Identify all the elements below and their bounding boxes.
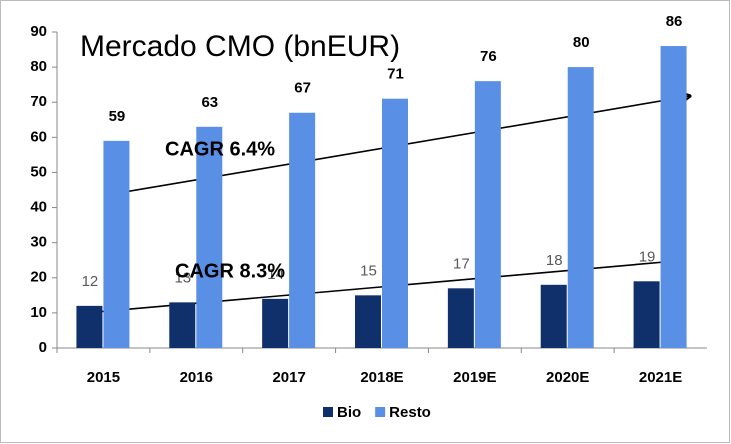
y-tick-label: 70 <box>30 93 47 110</box>
bar <box>540 284 567 348</box>
value-label: 14 <box>267 266 284 283</box>
x-tick-label: 2021E <box>639 369 682 386</box>
bar <box>169 302 196 348</box>
legend-label: Resto <box>389 404 431 421</box>
value-label: 71 <box>387 66 404 83</box>
x-tick-label: 2017 <box>272 369 305 386</box>
bar <box>567 67 594 348</box>
value-label: 86 <box>666 13 683 30</box>
bar <box>474 81 501 349</box>
value-label: 63 <box>201 94 218 111</box>
legend-label: Bio <box>337 404 361 421</box>
value-label: 15 <box>360 262 377 279</box>
value-label: 13 <box>174 269 191 286</box>
bar <box>103 140 130 348</box>
value-label: 80 <box>573 34 590 51</box>
x-tick-label: 2015 <box>87 369 120 386</box>
x-tick-label: 2020E <box>546 369 589 386</box>
bar <box>447 288 474 348</box>
bar <box>76 305 103 348</box>
y-tick-label: 50 <box>30 163 47 180</box>
x-tick-label: 2019E <box>453 369 496 386</box>
annotation: CAGR 8.3% <box>175 260 285 282</box>
y-tick-label: 30 <box>30 234 47 251</box>
bar <box>196 126 223 348</box>
value-label: 17 <box>453 255 470 272</box>
bar <box>660 46 687 349</box>
value-label: 67 <box>294 80 311 97</box>
x-tick-label: 2018E <box>360 369 403 386</box>
value-label: 19 <box>639 248 656 265</box>
x-tick-label: 2016 <box>180 369 213 386</box>
bar <box>355 295 381 348</box>
y-tick-label: 40 <box>30 199 47 216</box>
y-tick-label: 10 <box>30 304 47 321</box>
bar <box>633 281 660 348</box>
y-tick-label: 90 <box>30 23 47 40</box>
y-tick-label: 20 <box>30 269 47 286</box>
chart-title: Mercado CMO (bnEUR) <box>80 30 400 63</box>
legend-swatch <box>375 407 386 417</box>
y-tick-label: 80 <box>30 58 47 75</box>
y-tick-label: 60 <box>30 128 47 145</box>
bar <box>262 298 289 348</box>
bar <box>289 112 316 348</box>
annotation: CAGR 6.4% <box>165 138 275 160</box>
value-label: 12 <box>82 273 99 290</box>
legend-swatch <box>323 407 333 417</box>
value-label: 76 <box>480 48 497 65</box>
bar <box>382 98 408 348</box>
y-tick-label: 0 <box>39 339 47 356</box>
value-label: 18 <box>546 252 563 269</box>
value-label: 59 <box>109 108 126 125</box>
